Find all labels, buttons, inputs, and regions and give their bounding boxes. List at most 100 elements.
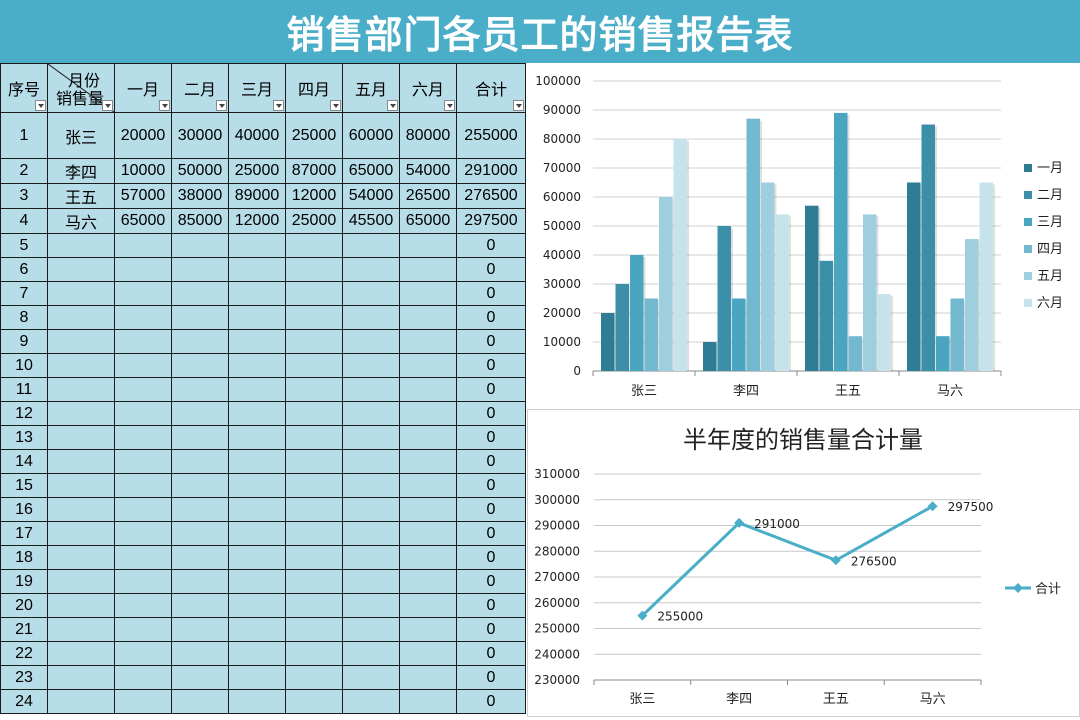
cell-value[interactable] — [171, 617, 229, 642]
cell-total[interactable]: 255000 — [456, 112, 526, 159]
cell-seq[interactable]: 8 — [0, 305, 48, 330]
cell-name[interactable] — [47, 401, 115, 426]
cell-name[interactable] — [47, 377, 115, 402]
cell-value[interactable] — [228, 497, 286, 522]
cell-total[interactable]: 0 — [456, 401, 526, 426]
cell-seq[interactable]: 13 — [0, 425, 48, 450]
cell-seq[interactable]: 11 — [0, 377, 48, 402]
cell-name[interactable] — [47, 593, 115, 618]
cell-value[interactable] — [114, 233, 172, 258]
cell-value[interactable] — [342, 233, 400, 258]
cell-total[interactable]: 0 — [456, 521, 526, 546]
cell-value[interactable] — [285, 665, 343, 690]
filter-dropdown-icon[interactable] — [513, 100, 524, 111]
cell-value[interactable] — [228, 641, 286, 666]
header-month-1[interactable]: 一月 — [114, 63, 172, 113]
cell-total[interactable]: 0 — [456, 545, 526, 570]
cell-value[interactable] — [228, 401, 286, 426]
cell-value[interactable]: 50000 — [171, 158, 229, 184]
cell-total[interactable]: 0 — [456, 257, 526, 282]
cell-value[interactable] — [171, 569, 229, 594]
filter-dropdown-icon[interactable] — [387, 100, 398, 111]
cell-value[interactable]: 65000 — [342, 158, 400, 184]
cell-name[interactable] — [47, 305, 115, 330]
bar[interactable] — [979, 182, 994, 372]
bar[interactable] — [601, 313, 615, 371]
cell-value[interactable]: 20000 — [114, 112, 172, 159]
cell-seq[interactable]: 9 — [0, 329, 48, 354]
cell-value[interactable] — [342, 305, 400, 330]
cell-name[interactable] — [47, 257, 115, 282]
cell-value[interactable]: 25000 — [228, 158, 286, 184]
cell-name[interactable] — [47, 329, 115, 354]
cell-total[interactable]: 0 — [456, 425, 526, 450]
cell-value[interactable]: 10000 — [114, 158, 172, 184]
cell-total[interactable]: 291000 — [456, 158, 526, 184]
cell-total[interactable]: 0 — [456, 641, 526, 666]
cell-value[interactable] — [171, 329, 229, 354]
cell-value[interactable]: 30000 — [171, 112, 229, 159]
cell-value[interactable] — [171, 593, 229, 618]
cell-name[interactable] — [47, 281, 115, 306]
bar[interactable] — [907, 182, 921, 372]
cell-value[interactable]: 45500 — [342, 208, 400, 234]
cell-value[interactable] — [114, 497, 172, 522]
cell-value[interactable] — [285, 449, 343, 474]
cell-value[interactable] — [399, 353, 457, 378]
bar[interactable] — [950, 298, 965, 372]
cell-value[interactable] — [399, 233, 457, 258]
cell-value[interactable] — [399, 257, 457, 282]
cell-value[interactable] — [228, 425, 286, 450]
cell-value[interactable] — [171, 449, 229, 474]
cell-value[interactable]: 38000 — [171, 183, 229, 209]
cell-name[interactable] — [47, 569, 115, 594]
cell-value[interactable] — [285, 305, 343, 330]
cell-value[interactable] — [114, 353, 172, 378]
cell-total[interactable]: 0 — [456, 305, 526, 330]
cell-value[interactable] — [342, 473, 400, 498]
cell-value[interactable] — [171, 353, 229, 378]
cell-value[interactable] — [171, 497, 229, 522]
cell-value[interactable] — [399, 305, 457, 330]
cell-value[interactable]: 25000 — [285, 112, 343, 159]
bar[interactable] — [936, 336, 950, 371]
cell-value[interactable] — [171, 545, 229, 570]
cell-value[interactable] — [228, 617, 286, 642]
cell-value[interactable] — [228, 233, 286, 258]
cell-total[interactable]: 0 — [456, 617, 526, 642]
cell-total[interactable]: 0 — [456, 329, 526, 354]
cell-value[interactable]: 54000 — [342, 183, 400, 209]
bar[interactable] — [819, 260, 834, 371]
cell-value[interactable] — [171, 377, 229, 402]
bar[interactable] — [965, 239, 979, 371]
cell-value[interactable] — [342, 617, 400, 642]
cell-value[interactable] — [399, 473, 457, 498]
cell-value[interactable]: 85000 — [171, 208, 229, 234]
cell-name[interactable] — [47, 497, 115, 522]
cell-value[interactable] — [114, 473, 172, 498]
cell-seq[interactable]: 17 — [0, 521, 48, 546]
cell-value[interactable] — [114, 329, 172, 354]
cell-name[interactable] — [47, 641, 115, 666]
cell-value[interactable] — [342, 425, 400, 450]
cell-value[interactable]: 89000 — [228, 183, 286, 209]
bar[interactable] — [732, 298, 746, 372]
cell-seq[interactable]: 2 — [0, 158, 48, 184]
cell-value[interactable] — [171, 401, 229, 426]
cell-seq[interactable]: 4 — [0, 208, 48, 234]
cell-value[interactable]: 26500 — [399, 183, 457, 209]
cell-value[interactable] — [342, 569, 400, 594]
cell-value[interactable] — [228, 281, 286, 306]
bar[interactable] — [805, 205, 819, 371]
cell-name[interactable] — [47, 617, 115, 642]
cell-total[interactable]: 0 — [456, 377, 526, 402]
cell-value[interactable] — [228, 689, 286, 714]
cell-value[interactable] — [342, 353, 400, 378]
cell-value[interactable] — [114, 593, 172, 618]
cell-value[interactable] — [285, 233, 343, 258]
cell-value[interactable] — [228, 665, 286, 690]
cell-value[interactable] — [342, 329, 400, 354]
cell-value[interactable] — [114, 377, 172, 402]
cell-name[interactable]: 王五 — [47, 183, 115, 209]
cell-seq[interactable]: 12 — [0, 401, 48, 426]
